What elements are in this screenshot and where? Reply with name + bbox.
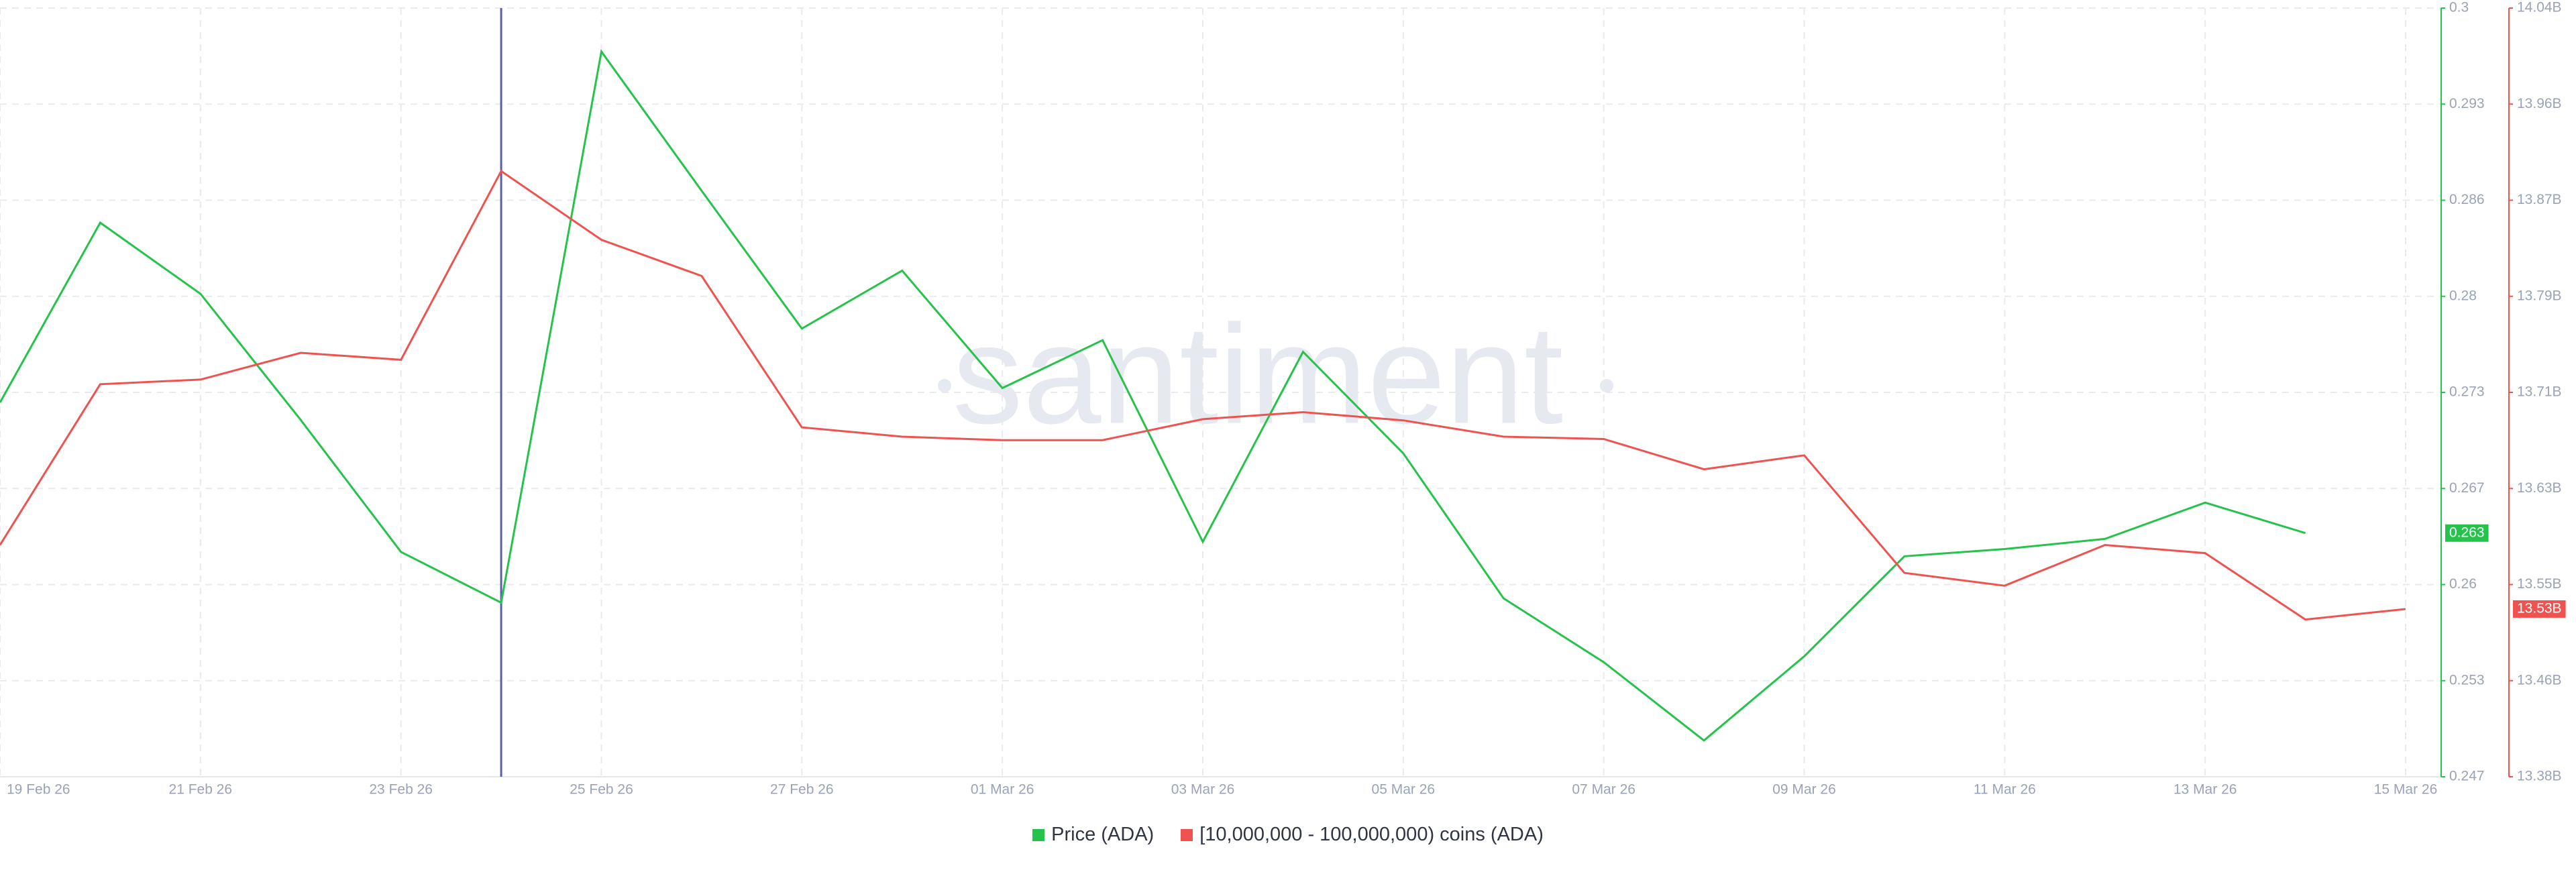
y2-tick-label: 13.71B — [2517, 384, 2562, 400]
y-tick-label: 0.26 — [2449, 576, 2477, 592]
value-badge: 13.53B — [2513, 600, 2566, 618]
y2-tick-label: 13.38B — [2517, 769, 2562, 784]
watermark-dot — [1600, 379, 1613, 392]
y2-tick-label: 13.96B — [2517, 96, 2562, 111]
series-line — [0, 169, 2406, 621]
legend-label: [10,000,000 - 100,000,000) coins (ADA) — [1199, 824, 1544, 845]
y2-tick-label: 13.87B — [2517, 192, 2562, 207]
y-tick-label: 0.267 — [2449, 480, 2485, 496]
y-tick-label: 0.253 — [2449, 672, 2485, 688]
y-tick-label: 0.247 — [2449, 769, 2485, 784]
y-tick-label: 0.3 — [2449, 0, 2469, 15]
series-line — [0, 49, 2306, 742]
x-tick-label: 21 Feb 26 — [169, 782, 233, 798]
badge-bg — [2513, 600, 2566, 618]
y2-tick-label: 14.04B — [2517, 0, 2562, 15]
x-tick-label: 05 Mar 26 — [1372, 782, 1436, 798]
y-tick-label: 0.293 — [2449, 96, 2485, 111]
value-badge: 0.263 — [2445, 524, 2489, 542]
x-tick-label: 09 Mar 26 — [1772, 782, 1836, 798]
legend-item[interactable]: Price (ADA) — [1032, 824, 1154, 846]
watermark: santiment — [953, 295, 1563, 453]
y2-tick-label: 13.63B — [2517, 480, 2562, 496]
y-tick-label: 0.286 — [2449, 192, 2485, 207]
value-label: 13.53B — [2517, 601, 2562, 616]
x-tick-label: 27 Feb 26 — [770, 782, 834, 798]
x-tick-label: 11 Mar 26 — [1974, 782, 2036, 798]
x-tick-label: 25 Feb 26 — [570, 782, 633, 798]
y2-tick-label: 13.55B — [2517, 576, 2562, 592]
y2-tick-label: 13.46B — [2517, 672, 2562, 688]
x-tick-label: 13 Mar 26 — [2174, 782, 2237, 798]
chart: santiment 0.247 0.253 0.26 0.267 0.273 0.28 0.… — [0, 0, 2566, 798]
badge-bg — [2445, 524, 2489, 542]
y-tick-label: 0.28 — [2449, 288, 2477, 303]
x-tick-label: 07 Mar 26 — [1572, 782, 1635, 798]
legend-label: Price (ADA) — [1051, 824, 1155, 845]
x-tick-label: 19 Feb 26 — [7, 782, 70, 798]
x-tick-label: 23 Feb 26 — [369, 782, 433, 798]
value-label: 0.263 — [2449, 525, 2485, 540]
x-tick-label: 15 Mar 26 — [2374, 782, 2438, 798]
x-tick-label: 01 Mar 26 — [971, 782, 1034, 798]
x-tick-label: 03 Mar 26 — [1171, 782, 1235, 798]
y2-tick-label: 13.79B — [2517, 288, 2562, 303]
legend: Price (ADA) [10,000,000 - 100,000,000) co… — [0, 824, 2576, 846]
watermark-dot — [938, 379, 951, 392]
legend-swatch — [1181, 828, 1193, 841]
legend-item[interactable]: [10,000,000 - 100,000,000) coins (ADA) — [1181, 824, 1544, 846]
y-tick-label: 0.273 — [2449, 384, 2485, 400]
legend-swatch — [1032, 828, 1045, 841]
